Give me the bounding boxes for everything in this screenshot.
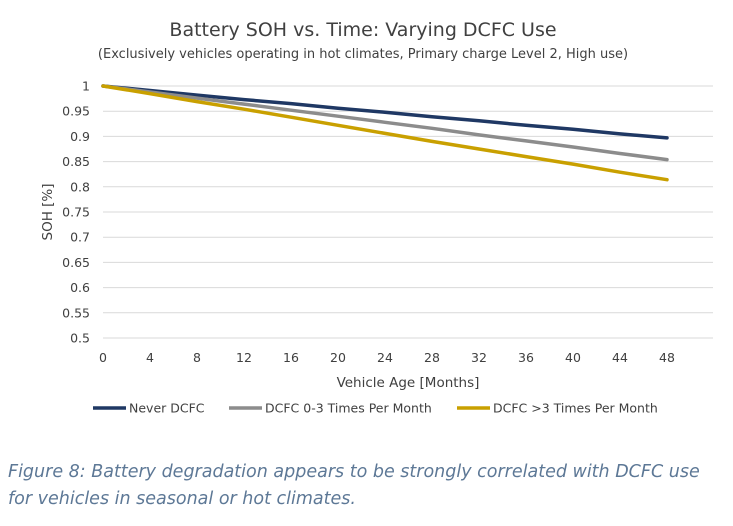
x-tick-label: 0	[99, 350, 107, 365]
y-tick-label: 0.7	[70, 230, 90, 245]
y-tick-label: 0.6	[70, 280, 90, 295]
x-tick-label: 12	[236, 350, 252, 365]
y-tick-label: 0.75	[62, 205, 90, 220]
x-tick-label: 8	[193, 350, 201, 365]
x-axis-ticks: 0 4 8 12 16 20 24 28 32 36 40 44 48	[99, 350, 675, 365]
y-axis-ticks: 0.5 0.55 0.6 0.65 0.7 0.75 0.8 0.85 0.9 0.95 1	[62, 79, 90, 346]
y-axis-label: SOH [%]	[40, 184, 56, 241]
x-tick-label: 24	[377, 350, 393, 365]
series-line-3	[101, 84, 669, 182]
figure-caption: Figure 8: Battery degradation appears to…	[8, 462, 700, 509]
x-tick-label: 16	[283, 350, 299, 365]
x-axis-label: Vehicle Age [Months]	[337, 375, 480, 391]
y-tick-label: 0.85	[62, 154, 90, 169]
x-tick-label: 48	[659, 350, 675, 365]
x-tick-label: 20	[330, 350, 346, 365]
y-tick-label: 0.55	[62, 305, 90, 320]
y-tick-label: 0.5	[70, 331, 90, 346]
y-tick-label: 0.65	[62, 255, 90, 270]
x-tick-label: 32	[471, 350, 487, 365]
series-line-2	[101, 84, 669, 162]
x-tick-label: 4	[146, 350, 154, 365]
x-tick-label: 44	[612, 350, 628, 365]
chart-title: Battery SOH vs. Time: Varying DCFC Use	[169, 19, 556, 41]
legend: Never DCFC DCFC 0-3 Times Per Month DCFC >…	[93, 401, 658, 416]
series-line-1	[101, 84, 669, 140]
y-tick-label: 0.9	[70, 129, 90, 144]
y-tick-label: 0.8	[70, 179, 90, 194]
x-tick-label: 36	[518, 350, 534, 365]
legend-label: DCFC >3 Times Per Month	[493, 401, 658, 416]
series-lines	[101, 84, 669, 182]
y-tick-label: 1	[82, 79, 90, 94]
x-tick-label: 40	[565, 350, 581, 365]
chart-subtitle: (Exclusively vehicles operating in hot c…	[98, 47, 628, 62]
x-tick-label: 28	[424, 350, 440, 365]
y-tick-label: 0.95	[62, 104, 90, 119]
legend-label: DCFC 0-3 Times Per Month	[265, 401, 432, 416]
line-chart: Battery SOH vs. Time: Varying DCFC Use (…	[40, 19, 713, 416]
legend-label: Never DCFC	[129, 401, 205, 416]
